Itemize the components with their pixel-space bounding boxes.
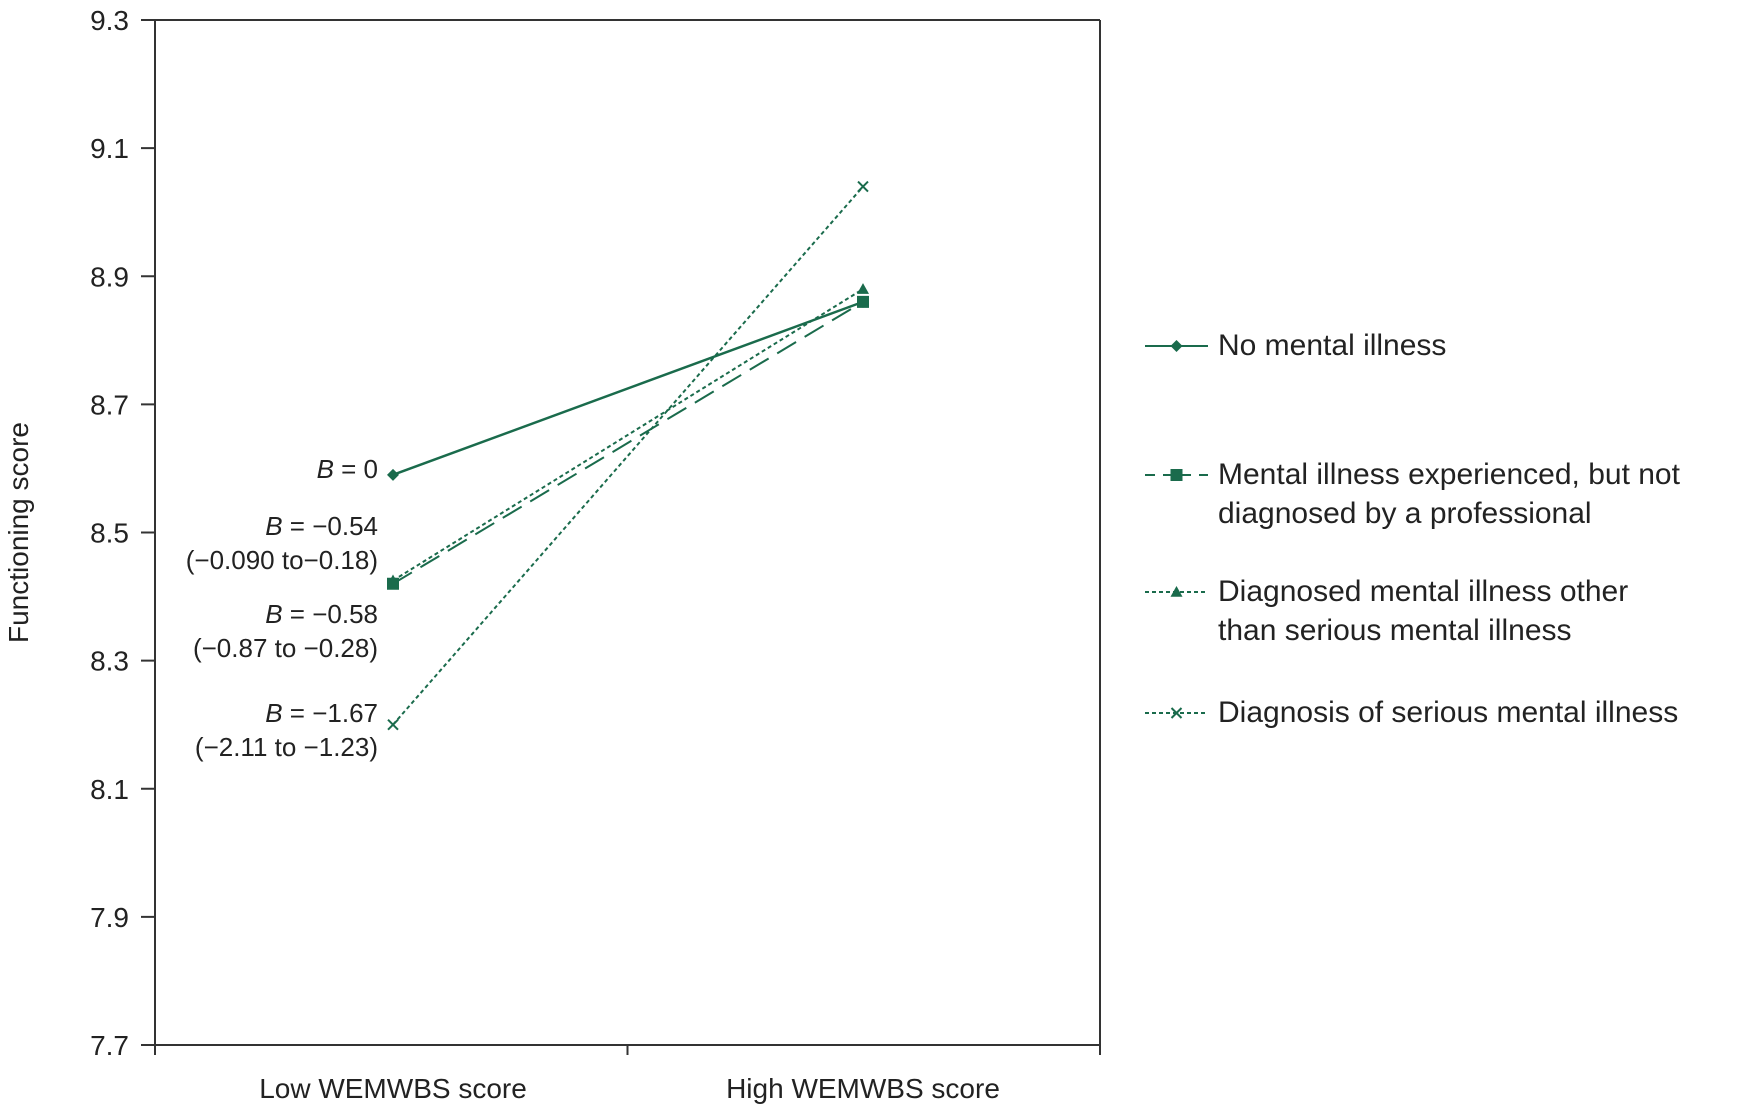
- legend-marker: [1170, 586, 1183, 597]
- y-tick-label: 7.7: [90, 1030, 129, 1061]
- series-line: [392, 300, 864, 477]
- estimate-label: B = −0.54: [265, 511, 378, 541]
- x-category-label: Low WEMWBS score: [259, 1073, 527, 1104]
- estimate-label: B = −0.58: [265, 599, 378, 629]
- series-line: [392, 185, 864, 726]
- legend-label: Diagnosed mental illness other: [1218, 575, 1628, 608]
- legend-label: No mental illness: [1218, 329, 1446, 362]
- series-point: [857, 295, 869, 308]
- series-line: [392, 301, 864, 585]
- series-point: [857, 283, 869, 294]
- y-tick-label: 8.1: [90, 774, 129, 805]
- legend-marker: [1170, 707, 1183, 719]
- y-tick-label: 8.5: [90, 518, 129, 549]
- series-point: [387, 574, 399, 586]
- estimate-label: B = 0: [317, 454, 378, 484]
- y-axis-title: Functioning score: [3, 422, 34, 643]
- series-point: [387, 718, 399, 731]
- legend-marker: [1170, 469, 1183, 481]
- estimate-label: B = −1.67: [265, 698, 378, 728]
- legend-label: Mental illness experienced, but not: [1218, 458, 1681, 491]
- series-point: [857, 180, 869, 193]
- estimate-label: (−2.11 to −1.23): [195, 732, 378, 762]
- y-tick-label: 9.1: [90, 133, 129, 164]
- legend-label: than serious mental illness: [1218, 614, 1572, 647]
- legend-label: Diagnosis of serious mental illness: [1218, 696, 1678, 729]
- x-category-label: High WEMWBS score: [726, 1073, 1000, 1104]
- y-tick-label: 8.3: [90, 646, 129, 677]
- y-tick-label: 7.9: [90, 902, 129, 933]
- y-tick-label: 8.9: [90, 261, 129, 292]
- legend-label: diagnosed by a professional: [1218, 497, 1592, 530]
- legend-marker: [1170, 340, 1183, 352]
- series-line: [392, 288, 864, 582]
- estimate-label: (−0.090 to−0.18): [186, 545, 378, 575]
- estimate-label: (−0.87 to −0.28): [193, 633, 378, 663]
- series-point: [387, 468, 399, 481]
- y-tick-label: 9.3: [90, 5, 129, 36]
- y-tick-label: 8.7: [90, 389, 129, 420]
